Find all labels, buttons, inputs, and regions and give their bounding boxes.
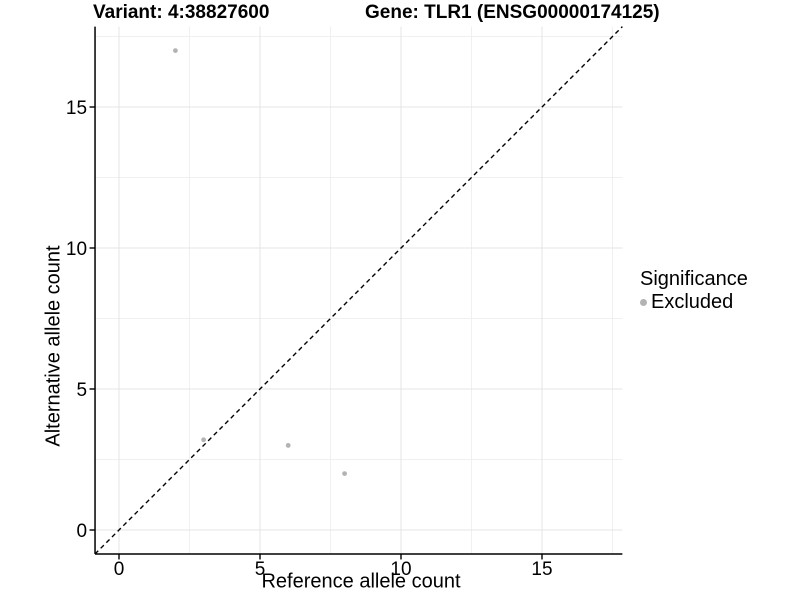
x-tick-label: 5 <box>255 559 266 580</box>
legend-key-dot-icon <box>640 298 647 306</box>
x-tick-label: 10 <box>390 559 411 580</box>
x-tick-label: 0 <box>114 559 125 580</box>
plot-title-gene: Gene: TLR1 (ENSG00000174125) <box>365 2 660 23</box>
data-point <box>201 437 207 443</box>
legend-item-label: Excluded <box>651 291 734 313</box>
data-point <box>173 48 178 53</box>
legend-title: Significance <box>640 268 748 290</box>
x-axis-title: Reference allele count <box>261 570 461 593</box>
y-tick-label: 0 <box>76 521 87 542</box>
y-axis-title: Alternative allele count <box>42 245 65 447</box>
legend: Significance Excluded <box>640 268 748 313</box>
y-tick-label: 15 <box>66 98 87 119</box>
legend-item-excluded: Excluded <box>640 291 748 313</box>
y-tick-label: 5 <box>76 380 87 401</box>
data-point <box>342 471 347 476</box>
identity-dashed-line <box>94 26 623 555</box>
plot-title-variant: Variant: 4:38827600 <box>93 2 270 23</box>
x-tick-label: 15 <box>531 559 552 580</box>
data-point <box>285 443 291 448</box>
y-tick-label: 10 <box>66 239 87 260</box>
